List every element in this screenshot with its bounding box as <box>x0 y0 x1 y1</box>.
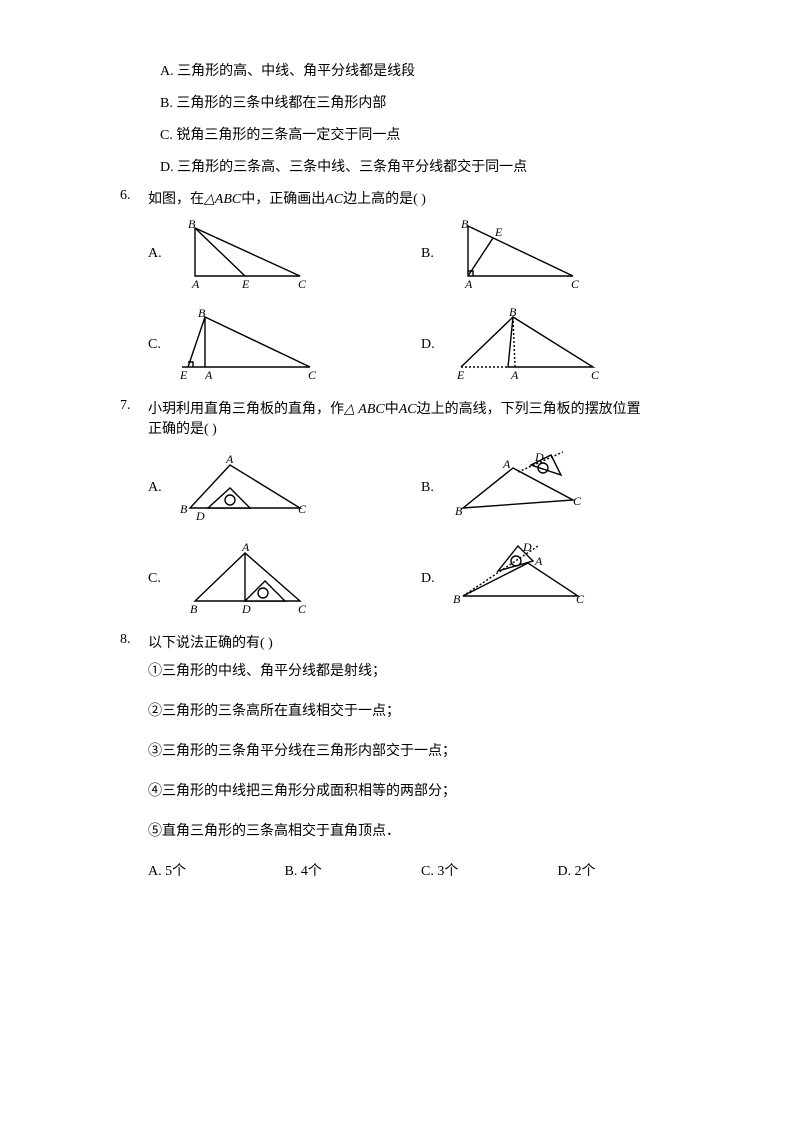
q6-t2: 中，正确画出 <box>241 192 325 207</box>
lbl: D <box>534 450 544 464</box>
lbl: E <box>179 368 188 382</box>
q6-fig-c: B E A C <box>170 307 330 382</box>
q7-row1: A. A B D C B. <box>148 450 694 525</box>
q8-s1: ①三角形的中线、角平分线都是射线； <box>148 660 694 680</box>
lbl: C <box>308 368 317 382</box>
q6-t1: 如图，在 <box>148 192 204 207</box>
q7-label-b: B. <box>421 480 443 496</box>
lbl: C <box>298 502 307 516</box>
q6-text: 如图，在△ABC中，正确画出AC边上高的是( ) <box>148 188 694 208</box>
q6-label-c: C. <box>148 337 170 353</box>
lbl: E <box>241 277 250 291</box>
q8-s5: ⑤直角三角形的三条高相交于直角顶点． <box>148 820 694 840</box>
lbl: A <box>204 368 213 382</box>
q8-opt-d: D. 2个 <box>558 860 695 880</box>
q6: 6. 如图，在△ABC中，正确画出AC边上高的是( ) <box>120 188 694 208</box>
lbl: C <box>298 602 307 616</box>
lbl: C <box>591 368 600 382</box>
q7: 7. 小玥利用直角三角板的直角，作△ ABC中AC边上的高线，下列三角板的摆放位… <box>120 398 694 438</box>
q7-num: 7. <box>120 398 148 414</box>
lbl: A <box>225 452 234 466</box>
lbl: D <box>241 602 251 616</box>
q8-s4: ④三角形的中线把三角形分成面积相等的两部分； <box>148 780 694 800</box>
q7-label-a: A. <box>148 480 170 496</box>
lbl: B <box>188 217 196 231</box>
q7-text: 小玥利用直角三角板的直角，作△ ABC中AC边上的高线，下列三角板的摆放位置 正… <box>148 398 694 438</box>
lbl: C <box>298 277 307 291</box>
q7-t4: 正确的是( ) <box>148 418 694 438</box>
q6-fig-a: B A E C <box>170 216 320 291</box>
lbl: C <box>573 494 582 508</box>
q7-t3: 边上的高线，下列三角板的摆放位置 <box>417 402 641 417</box>
q7-t2: 中 <box>385 402 399 417</box>
q8-s3: ③三角形的三条角平分线在三角形内部交于一点； <box>148 740 694 760</box>
lbl: B <box>180 502 188 516</box>
q7-ac: AC <box>399 402 417 417</box>
q5-opt-d: D. 三角形的三条高、三条中线、三条角平分线都交于同一点 <box>160 156 694 176</box>
lbl: D <box>195 509 205 523</box>
lbl: A <box>502 457 511 471</box>
q8-opt-c: C. 3个 <box>421 860 558 880</box>
q6-t3: 边上高的是( ) <box>343 192 426 207</box>
lbl: B <box>198 307 206 320</box>
q6-num: 6. <box>120 188 148 204</box>
q8: 8. 以下说法正确的有( ) <box>120 632 694 652</box>
lbl: B <box>190 602 198 616</box>
q8-opt-a: A. 5个 <box>148 860 285 880</box>
lbl: A <box>241 541 250 554</box>
q8-opt-b: B. 4个 <box>285 860 422 880</box>
q6-tri: △ABC <box>204 192 241 207</box>
q5-opt-a: A. 三角形的高、中线、角平分线都是线段 <box>160 60 694 80</box>
lbl: C <box>571 277 580 291</box>
q6-fig-d: B E A C <box>443 307 613 382</box>
q7-row2: C. A B D C D. <box>148 541 694 616</box>
q6-ac: AC <box>325 192 343 207</box>
q7-fig-a: A B D C <box>170 450 320 525</box>
q6-label-d: D. <box>421 337 443 353</box>
q8-num: 8. <box>120 632 148 648</box>
lbl: D <box>522 541 532 554</box>
q8-text: 以下说法正确的有( ) <box>148 632 694 652</box>
q6-label-a: A. <box>148 246 170 262</box>
q8-opts: A. 5个 B. 4个 C. 3个 D. 2个 <box>148 860 694 880</box>
q5-opt-c: C. 锐角三角形的三条高一定交于同一点 <box>160 124 694 144</box>
lbl: B <box>509 307 517 319</box>
q6-row2: C. B E A C D. <box>148 307 694 382</box>
lbl: A <box>510 368 519 382</box>
lbl: A <box>191 277 200 291</box>
q7-label-d: D. <box>421 571 443 587</box>
q7-tri: △ ABC <box>344 402 385 417</box>
q5-opt-b: B. 三角形的三条中线都在三角形内部 <box>160 92 694 112</box>
q6-label-b: B. <box>421 246 443 262</box>
lbl: B <box>461 217 469 231</box>
q7-fig-b: A D B C <box>443 450 593 525</box>
q7-label-c: C. <box>148 571 170 587</box>
lbl: E <box>456 368 465 382</box>
lbl: A <box>534 554 543 568</box>
lbl: B <box>455 504 463 518</box>
q6-row1: A. B A E C B. <box>148 216 694 291</box>
q7-t1: 小玥利用直角三角板的直角，作 <box>148 402 344 417</box>
q8-s2: ②三角形的三条高所在直线相交于一点； <box>148 700 694 720</box>
q7-fig-c: A B D C <box>170 541 320 616</box>
lbl: A <box>464 277 473 291</box>
q6-fig-b: B E A C <box>443 216 593 291</box>
lbl: E <box>494 225 503 239</box>
q7-fig-d: D A B C <box>443 541 593 616</box>
lbl: B <box>453 592 461 606</box>
lbl: C <box>576 592 585 606</box>
